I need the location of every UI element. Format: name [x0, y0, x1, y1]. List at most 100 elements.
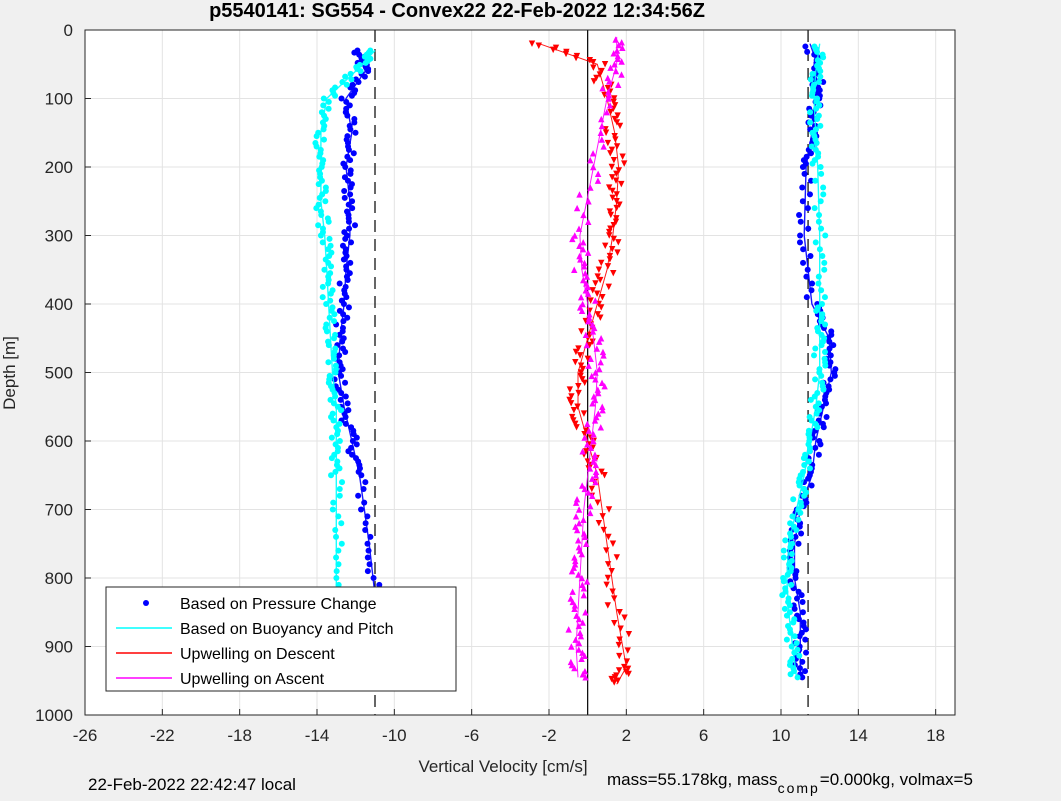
data-point [801, 461, 808, 468]
data-point [342, 164, 349, 170]
data-point [788, 643, 795, 650]
data-point [804, 48, 811, 55]
data-point [581, 379, 588, 386]
data-point [608, 174, 616, 181]
x-tick-label: -14 [305, 726, 330, 745]
data-point [576, 191, 583, 198]
data-point [815, 218, 822, 225]
data-point [607, 225, 614, 232]
data-point [585, 427, 593, 434]
data-point [594, 177, 602, 184]
data-point [589, 287, 596, 294]
data-point [591, 451, 599, 458]
data-point [323, 328, 330, 335]
legend-box [105, 586, 457, 692]
data-point [578, 550, 586, 558]
data-point [798, 629, 805, 636]
data-point [618, 58, 625, 65]
data-point [585, 317, 592, 325]
data-point [811, 205, 818, 212]
data-point [593, 74, 600, 82]
data-point [612, 36, 619, 43]
data-point [613, 143, 621, 150]
data-point [812, 239, 819, 246]
data-point [613, 204, 620, 212]
data-point [822, 321, 829, 328]
data-point [825, 383, 832, 390]
data-point [780, 547, 787, 554]
data-point [576, 547, 584, 554]
data-point [618, 71, 625, 78]
data-point [610, 235, 617, 243]
data-point [575, 571, 582, 578]
data-point [320, 126, 327, 133]
data-point [812, 345, 819, 352]
data-point [812, 126, 819, 133]
data-point [605, 283, 612, 291]
data-point [333, 554, 340, 561]
data-point [599, 406, 606, 414]
data-point [601, 61, 609, 68]
data-point [570, 417, 577, 424]
data-point [598, 115, 605, 123]
data-point [598, 468, 605, 476]
data-point [621, 663, 628, 671]
data-point [584, 420, 591, 428]
data-point [599, 85, 606, 92]
data-point [347, 70, 354, 77]
data-point [590, 393, 598, 400]
data-point [806, 191, 813, 198]
data-point [573, 496, 581, 503]
data-point [811, 352, 818, 359]
data-point [338, 372, 345, 379]
data-point [587, 502, 594, 510]
data-point [816, 211, 823, 218]
data-point [342, 420, 349, 427]
mass-label: mass=55.178kg, masscomp=0.000kg, volmax=… [607, 770, 973, 796]
data-point [342, 73, 349, 80]
data-point [617, 625, 624, 632]
data-point [367, 533, 374, 540]
data-point [816, 246, 823, 253]
data-point [361, 499, 368, 506]
data-point [340, 301, 347, 307]
data-point [376, 581, 383, 588]
data-point [358, 506, 365, 513]
data-point [616, 609, 623, 616]
data-point [362, 479, 369, 486]
data-point [818, 287, 825, 294]
data-point [572, 348, 580, 356]
data-point [345, 218, 352, 225]
data-point [572, 499, 580, 506]
data-point [594, 499, 601, 506]
data-point [807, 396, 814, 403]
data-point [598, 67, 605, 75]
data-point [807, 119, 814, 126]
data-point [589, 150, 597, 157]
data-point [802, 636, 809, 643]
data-point [332, 92, 339, 99]
data-point [572, 359, 579, 366]
data-point [348, 239, 355, 246]
data-point [624, 647, 631, 654]
data-point [804, 266, 811, 273]
data-point [611, 61, 618, 68]
data-point [569, 235, 576, 243]
data-point [606, 228, 613, 236]
data-point [581, 667, 589, 675]
data-point [802, 43, 809, 50]
x-axis-label: Vertical Velocity [cm/s] [418, 757, 587, 776]
data-point [604, 74, 611, 82]
data-point [624, 665, 632, 672]
data-point [573, 526, 581, 534]
data-point [794, 674, 801, 681]
data-point [780, 554, 787, 561]
data-point [803, 273, 810, 280]
data-point [621, 614, 628, 621]
data-point [582, 331, 590, 339]
data-point [370, 575, 377, 581]
data-point [592, 472, 600, 479]
data-point [800, 619, 807, 626]
data-point [589, 492, 596, 499]
data-point [332, 393, 339, 400]
